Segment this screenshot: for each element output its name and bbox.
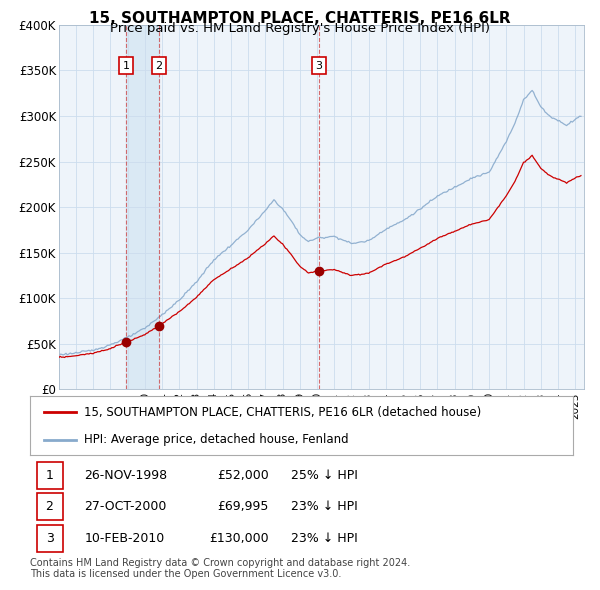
Text: 26-NOV-1998: 26-NOV-1998 [85, 469, 167, 482]
Text: 10-FEB-2010: 10-FEB-2010 [85, 532, 164, 545]
Text: Price paid vs. HM Land Registry's House Price Index (HPI): Price paid vs. HM Land Registry's House … [110, 22, 490, 35]
Text: HPI: Average price, detached house, Fenland: HPI: Average price, detached house, Fenl… [85, 433, 349, 446]
Text: 3: 3 [46, 532, 53, 545]
Text: 25% ↓ HPI: 25% ↓ HPI [290, 469, 358, 482]
Bar [126, 25, 159, 389]
Text: £69,995: £69,995 [218, 500, 269, 513]
Text: 27-OCT-2000: 27-OCT-2000 [85, 500, 167, 513]
Text: 1: 1 [123, 61, 130, 71]
Text: 23% ↓ HPI: 23% ↓ HPI [290, 532, 358, 545]
Text: 23% ↓ HPI: 23% ↓ HPI [290, 500, 358, 513]
Text: Contains HM Land Registry data © Crown copyright and database right 2024.
This d: Contains HM Land Registry data © Crown c… [30, 558, 410, 579]
FancyBboxPatch shape [37, 462, 62, 489]
FancyBboxPatch shape [37, 493, 62, 520]
Text: 1: 1 [46, 469, 53, 482]
Text: 15, SOUTHAMPTON PLACE, CHATTERIS, PE16 6LR (detached house): 15, SOUTHAMPTON PLACE, CHATTERIS, PE16 6… [85, 406, 482, 419]
Text: £52,000: £52,000 [217, 469, 269, 482]
Text: 2: 2 [155, 61, 163, 71]
Text: 2: 2 [46, 500, 53, 513]
Text: £130,000: £130,000 [209, 532, 269, 545]
Text: 3: 3 [316, 61, 323, 71]
FancyBboxPatch shape [37, 525, 62, 552]
Text: 15, SOUTHAMPTON PLACE, CHATTERIS, PE16 6LR: 15, SOUTHAMPTON PLACE, CHATTERIS, PE16 6… [89, 11, 511, 25]
